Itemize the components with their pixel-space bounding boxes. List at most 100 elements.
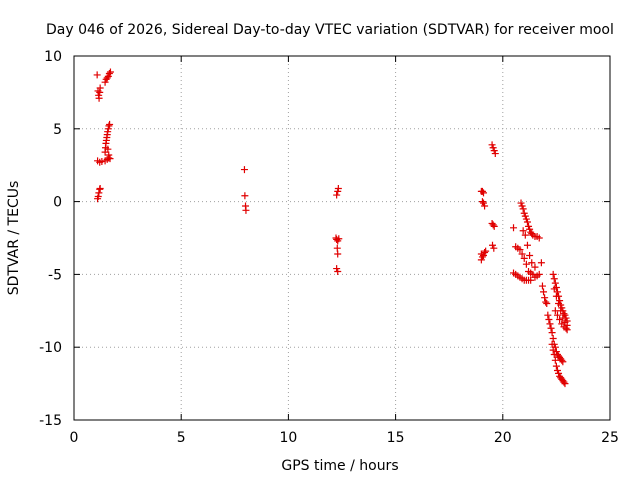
data-point — [334, 267, 342, 275]
chart-title: Day 046 of 2026, Sidereal Day-to-day VTE… — [46, 22, 614, 38]
data-point — [549, 334, 557, 342]
data-point — [242, 206, 250, 214]
y-tick-label: -15 — [39, 413, 62, 429]
data-point — [482, 247, 490, 255]
data-point — [553, 311, 561, 319]
data-point — [546, 320, 554, 328]
data-point — [551, 307, 559, 315]
data-point — [106, 120, 114, 128]
data-point — [510, 224, 518, 232]
data-point — [545, 316, 553, 324]
data-point — [540, 288, 548, 296]
y-tick-label: -5 — [48, 267, 62, 283]
data-point — [93, 71, 101, 79]
data-point — [558, 356, 566, 364]
data-point — [559, 314, 567, 322]
y-tick-label: 0 — [53, 195, 62, 211]
data-point — [104, 145, 112, 153]
data-point — [491, 150, 499, 158]
data-point — [548, 340, 556, 348]
data-point — [477, 256, 485, 264]
data-point — [538, 282, 546, 290]
data-point — [240, 166, 248, 174]
data-point — [523, 218, 531, 226]
y-tick-label: 5 — [53, 122, 62, 138]
data-point — [516, 246, 524, 254]
data-point — [333, 191, 341, 199]
data-point — [489, 221, 497, 229]
data-point — [98, 158, 106, 166]
data-point — [335, 235, 343, 243]
data-point — [481, 249, 489, 257]
data-point — [541, 294, 549, 302]
plot-frame — [73, 55, 611, 421]
data-point — [560, 378, 568, 386]
data-point — [334, 184, 342, 192]
data-point — [105, 151, 113, 159]
x-tick-label: 15 — [387, 430, 405, 446]
data-point — [95, 94, 103, 102]
data-point — [521, 231, 529, 239]
data-point — [478, 187, 486, 195]
data-point — [96, 184, 104, 192]
data-point — [95, 189, 103, 197]
data-point — [528, 259, 536, 267]
data-point — [563, 326, 571, 334]
y-tick-label: -10 — [39, 340, 62, 356]
x-tick-label: 20 — [494, 430, 512, 446]
data-point — [550, 350, 558, 358]
data-point — [550, 285, 558, 293]
data-point — [106, 155, 114, 163]
data-point — [548, 329, 556, 337]
x-tick-label: 25 — [601, 430, 619, 446]
data-point — [535, 270, 543, 278]
grid-lines — [74, 56, 610, 420]
data-point — [552, 362, 560, 370]
data-point — [549, 270, 557, 278]
data-point — [551, 279, 559, 287]
data-point — [561, 380, 569, 388]
data-point — [519, 227, 527, 235]
x-tick-label: 0 — [70, 430, 79, 446]
data-point — [105, 69, 113, 77]
data-point — [490, 244, 498, 252]
data-point — [526, 251, 534, 259]
data-point — [519, 205, 527, 213]
data-point — [543, 300, 551, 308]
data-point — [542, 298, 550, 306]
data-point — [550, 275, 558, 283]
data-point — [106, 68, 114, 76]
y-tick-label: 10 — [44, 49, 62, 65]
data-point — [559, 358, 567, 366]
data-point — [556, 316, 564, 324]
data-point — [105, 122, 113, 130]
y-axis-label: SDTVAR / TECUs — [6, 181, 22, 296]
data-point — [103, 74, 111, 82]
data-point — [241, 192, 249, 200]
data-point — [555, 300, 563, 308]
x-axis-label: GPS time / hours — [281, 458, 398, 474]
data-point — [481, 202, 489, 210]
axis-ticks: 0 5 10 15 20 25 -15 -10 -5 0 5 10 — [39, 49, 619, 446]
data-point — [480, 189, 488, 197]
data-point — [527, 276, 535, 284]
x-tick-label: 10 — [279, 430, 297, 446]
data-point — [478, 198, 486, 206]
data-point — [490, 222, 498, 230]
data-point — [537, 259, 545, 267]
data-point — [535, 234, 543, 242]
data-points — [93, 68, 571, 388]
data-point — [547, 324, 555, 332]
data-point — [552, 292, 560, 300]
data-point — [518, 250, 526, 258]
data-point — [562, 324, 570, 332]
data-point — [94, 193, 102, 201]
data-point — [523, 241, 531, 249]
data-point — [96, 84, 104, 92]
data-point — [551, 356, 559, 364]
data-point — [531, 263, 539, 271]
data-point — [544, 311, 552, 319]
data-point — [549, 346, 557, 354]
